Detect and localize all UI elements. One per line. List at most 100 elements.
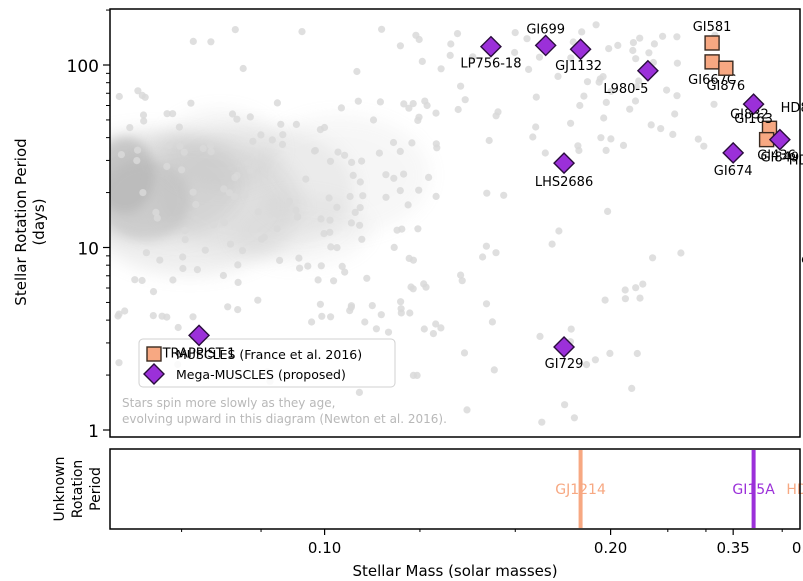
y-axis-label: Stellar Rotation Period: [12, 138, 30, 305]
background-point: [541, 149, 549, 157]
x-axis-label: Stellar Mass (solar masses): [352, 562, 557, 580]
background-point: [536, 332, 544, 340]
point-label: GI436: [757, 149, 796, 164]
background-point: [163, 162, 171, 170]
background-point: [415, 186, 423, 194]
background-point: [407, 283, 415, 291]
background-point: [368, 302, 376, 310]
background-point: [356, 221, 364, 229]
background-point: [316, 300, 324, 308]
background-point: [354, 97, 362, 105]
x-tick-label: 0.20: [594, 539, 627, 557]
muscles-point: [704, 35, 720, 51]
background-point: [535, 53, 544, 61]
density-blob: [160, 110, 280, 190]
background-point: [567, 119, 575, 127]
background-point: [334, 148, 342, 156]
background-point: [607, 87, 615, 95]
background-point: [591, 356, 600, 364]
background-point: [523, 35, 531, 43]
background-point: [597, 134, 605, 142]
background-point: [254, 296, 262, 304]
background-point: [500, 191, 508, 199]
background-point: [432, 320, 440, 328]
background-point: [621, 295, 630, 303]
legend: MUSCLES (France et al. 2016) Mega-MUSCLES…: [138, 338, 396, 388]
background-point: [207, 148, 215, 156]
background-point: [384, 328, 393, 336]
background-point: [632, 83, 641, 91]
background-point: [115, 359, 123, 367]
background-point: [348, 158, 356, 166]
background-point: [234, 278, 242, 286]
background-point: [580, 92, 588, 100]
background-point: [601, 296, 609, 304]
background-point: [139, 189, 147, 197]
background-point: [141, 93, 149, 101]
background-point: [142, 249, 150, 257]
background-point: [117, 151, 125, 159]
background-point: [463, 406, 471, 414]
legend-label: MUSCLES (France et al. 2016): [176, 347, 362, 362]
bottom-y-axis-label-line: Period: [88, 467, 104, 511]
point-label: GI667C: [688, 73, 736, 88]
background-point: [437, 324, 445, 332]
background-point: [179, 253, 187, 261]
background-point: [420, 325, 428, 333]
background-point: [134, 87, 142, 95]
background-point: [600, 114, 608, 122]
mega-muscles-point: [553, 152, 576, 175]
unknown-rotation-label: HD40307: [786, 482, 803, 498]
background-point: [599, 73, 607, 81]
background-point: [636, 34, 644, 42]
background-point: [645, 49, 653, 57]
main-plot-panel: Stars spin more slowly as they age, evolv…: [12, 8, 803, 442]
background-point: [369, 116, 378, 124]
background-point: [134, 146, 142, 154]
background-point: [576, 101, 584, 110]
background-point: [631, 97, 640, 105]
background-point: [268, 136, 276, 144]
point-label: GI729: [545, 357, 584, 372]
mega-muscles-series: GI699 GJ1132 LP756-18 L980-5 GI163 GI849 GI674…: [162, 22, 800, 372]
background-point: [225, 189, 233, 197]
background-point: [532, 123, 540, 131]
background-point: [165, 141, 173, 150]
background-point: [298, 28, 306, 36]
background-point: [538, 418, 546, 426]
background-point: [649, 254, 657, 262]
background-point: [582, 361, 591, 369]
background-point: [488, 318, 496, 326]
density-blob: [230, 195, 370, 265]
background-point: [277, 120, 285, 128]
background-point: [418, 57, 426, 65]
legend-label: Mega-MUSCLES (proposed): [176, 367, 346, 382]
muscles-point: [718, 60, 734, 76]
background-point: [414, 225, 422, 233]
background-point: [567, 325, 575, 333]
background-point: [632, 55, 640, 63]
background-point: [396, 147, 404, 155]
background-point: [314, 276, 322, 284]
background-point: [228, 110, 237, 118]
unknown-rotation-label: GJ1214: [555, 482, 606, 498]
background-point: [632, 284, 640, 292]
background-point: [353, 67, 361, 76]
background-point: [304, 262, 312, 270]
background-point: [133, 157, 141, 165]
background-point: [408, 139, 416, 147]
point-label: GI699: [526, 22, 565, 37]
mega-muscles-point: [722, 141, 745, 164]
density-cloud: [110, 110, 430, 275]
background-point: [189, 313, 197, 321]
background-point: [179, 264, 187, 273]
background-point: [447, 40, 455, 48]
background-point: [607, 135, 615, 143]
background-point: [181, 236, 189, 244]
background-point: [479, 253, 487, 261]
background-point: [710, 100, 718, 108]
mega-muscles-point: [188, 324, 211, 347]
background-point: [175, 123, 183, 131]
background-point: [115, 92, 123, 101]
background-point: [192, 200, 200, 209]
